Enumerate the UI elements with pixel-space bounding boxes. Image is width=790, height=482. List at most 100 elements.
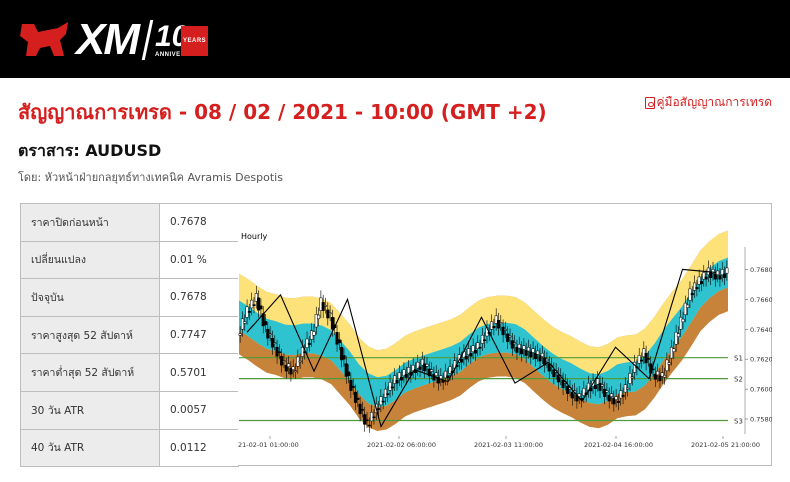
candle-body <box>695 287 699 290</box>
candle-body <box>307 343 311 345</box>
candle-body <box>466 348 471 355</box>
candle-body <box>679 317 683 330</box>
candle-body <box>702 272 706 280</box>
stat-label: 30 วัน ATR <box>20 390 160 430</box>
author-line: โดย: หัวหน้าฝ่ายกลยุทธ์ทางเทคนิค Avramis… <box>18 171 283 184</box>
candle-body <box>344 363 348 377</box>
stats-table: ราคาปิดก่อนหน้า 0.7678 เปลี่ยนแปลง 0.01 % … <box>20 203 239 468</box>
candle-body <box>619 390 623 399</box>
logo-divider <box>141 20 154 60</box>
stat-label: ราคาสูงสุด 52 สัปดาห์ <box>20 315 160 355</box>
candle-body <box>665 359 669 372</box>
table-row: ราคาต่ำสุด 52 สัปดาห์ 0.5701 <box>20 353 239 392</box>
candle-body <box>254 293 258 302</box>
candle-body <box>476 342 480 349</box>
y-axis: 0.7680 0.7660 0.7640 0.7620 0.7600 0.7580 <box>745 266 773 424</box>
candle-body <box>243 321 247 324</box>
candle-body <box>259 305 263 310</box>
candle-body <box>473 349 477 354</box>
stat-label: 40 วัน ATR <box>20 428 160 468</box>
candle-body <box>658 375 662 382</box>
candle-body <box>395 379 399 384</box>
candle-body <box>626 387 630 390</box>
candle-body <box>238 333 242 336</box>
candle-body <box>250 299 254 309</box>
candle-body <box>513 342 517 345</box>
brand-name: XM <box>76 15 140 64</box>
candle-body <box>672 348 676 352</box>
stat-value: 0.7678 <box>159 278 239 317</box>
candle-body <box>646 358 650 360</box>
candle-body <box>434 372 438 376</box>
candle-body <box>499 322 503 324</box>
candle-body <box>603 388 607 397</box>
candle-body <box>609 393 614 397</box>
candle-body <box>289 367 293 375</box>
candle-body <box>353 391 358 403</box>
candle-body <box>600 384 604 387</box>
candle-body <box>342 355 346 360</box>
y-tick-label: 0.7660 <box>750 296 772 304</box>
x-tick-label: 2021-02-05 21:00:00 <box>691 441 760 449</box>
candle-body <box>725 267 729 274</box>
price-chart: Hourly S1 S2 S3 0.7680 0.7660 0.7640 0.7620 0.… <box>238 203 773 466</box>
candle-body <box>520 348 524 355</box>
candle-body <box>720 269 724 275</box>
candle-body <box>605 390 609 393</box>
xm-logo[interactable]: XM 10 YEARS ANNIVERSARY <box>18 15 209 64</box>
stat-value: 0.0112 <box>159 428 239 468</box>
table-row: ราคาสูงสุด 52 สัปดาห์ 0.7747 <box>20 315 239 355</box>
stat-label: เปลี่ยนแปลง <box>20 240 160 280</box>
candle-body <box>397 372 401 379</box>
y-tick-label: 0.7640 <box>750 326 772 334</box>
candle-body <box>365 419 369 422</box>
candle-body <box>247 311 251 313</box>
candle-body <box>596 378 600 385</box>
candle-body <box>257 297 261 311</box>
candle-body <box>420 358 424 366</box>
candles <box>238 260 729 433</box>
candle-body <box>494 315 498 324</box>
candle-body <box>358 403 362 415</box>
candle-body <box>690 293 694 296</box>
candle-body <box>718 275 722 280</box>
candle-body <box>540 352 544 357</box>
stat-label: ราคาต่ำสุด 52 สัปดาห์ <box>20 353 160 392</box>
candle-body <box>263 321 268 326</box>
candle-body <box>252 304 256 306</box>
candle-body <box>529 351 533 358</box>
zigzag-line <box>246 268 717 428</box>
pdf-icon <box>644 96 655 109</box>
candle-body <box>686 304 690 308</box>
candle-body <box>347 371 351 376</box>
candle-body <box>533 352 537 360</box>
candle-body <box>614 396 618 400</box>
candle-body <box>598 382 602 391</box>
candle-body <box>386 393 390 395</box>
candle-body <box>464 355 468 360</box>
candle-body <box>699 281 704 284</box>
candle-body <box>704 276 708 280</box>
candle-body <box>406 367 411 374</box>
candle-body <box>501 326 505 336</box>
stat-value: 0.0057 <box>159 390 239 430</box>
candle-body <box>340 346 344 361</box>
candle-body <box>284 364 288 372</box>
candle-body <box>515 346 519 353</box>
candle-body <box>716 270 720 275</box>
chart-title: Hourly <box>241 232 267 241</box>
candle-body <box>556 374 561 383</box>
candle-body <box>423 363 427 372</box>
candle-body <box>335 332 339 345</box>
candle-body <box>425 364 429 367</box>
signal-guide-link[interactable]: คู่มือสัญญาณการเทรด <box>644 93 772 112</box>
candle-body <box>330 317 334 330</box>
candle-body <box>531 348 535 353</box>
ribbon-inner <box>239 257 728 408</box>
candle-body <box>676 333 680 338</box>
candle-body <box>630 376 634 379</box>
bull-icon <box>20 22 68 56</box>
candle-body <box>240 318 245 330</box>
candle-body <box>337 339 341 343</box>
y-tick-label: 0.7680 <box>750 266 772 274</box>
